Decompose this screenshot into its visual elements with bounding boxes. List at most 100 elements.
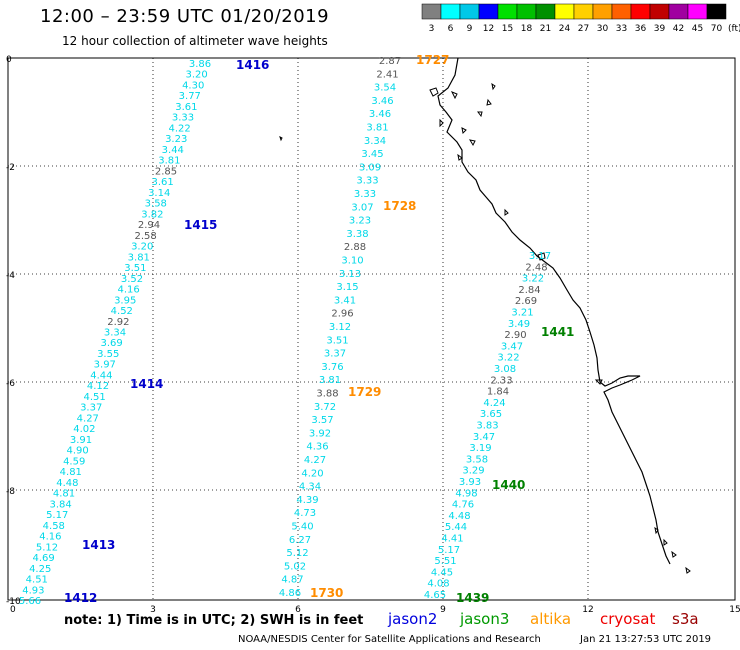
swh-value-label: 4.73 xyxy=(294,508,316,519)
credit-line: NOAA/NESDIS Center for Satellite Applica… xyxy=(238,634,541,645)
swh-value-label: 4.24 xyxy=(483,398,505,409)
swh-value-label: 3.93 xyxy=(459,477,481,488)
swh-value-label: 3.29 xyxy=(462,466,484,477)
legend-level-label: 15 xyxy=(502,24,513,34)
swh-value-label: 2.94 xyxy=(138,220,160,231)
swh-value-label: 3.41 xyxy=(334,295,356,306)
swh-value-label: 3.37 xyxy=(80,403,102,414)
swh-value-label: 3.81 xyxy=(128,252,150,263)
legend-level-label: 36 xyxy=(635,24,647,34)
swh-value-label: 3.37 xyxy=(324,349,346,360)
page-title: 12:00 – 23:59 UTC 01/20/2019 xyxy=(40,6,330,27)
legend-swatch xyxy=(668,3,689,20)
swh-value-label: 3.76 xyxy=(321,362,343,373)
y-tick-label: -6 xyxy=(6,379,15,389)
swh-value-label: 3.72 xyxy=(314,402,336,413)
legend-swatch xyxy=(687,3,708,20)
swh-value-label: 2.96 xyxy=(331,309,353,320)
legend-level-label: 6 xyxy=(448,24,454,34)
swh-value-label: 4.58 xyxy=(43,521,65,532)
swh-value-label: 5.17 xyxy=(46,510,68,521)
swh-value-label: 4.51 xyxy=(83,392,105,403)
swh-value-label: 2.84 xyxy=(518,285,540,296)
swh-value-label: 4.81 xyxy=(53,489,75,500)
swh-value-label: 3.34 xyxy=(104,328,126,339)
legend-swatch xyxy=(535,3,556,20)
legend-swatch xyxy=(649,3,670,20)
swh-value-label: 3.22 xyxy=(497,353,519,364)
swh-value-label: 4.02 xyxy=(73,424,95,435)
x-tick-label: 6 xyxy=(295,605,301,615)
legend-swatch xyxy=(592,3,613,20)
legend-level-label: 3 xyxy=(429,24,435,34)
x-tick-label: 12 xyxy=(582,605,593,615)
swh-value-label: 3.92 xyxy=(309,428,331,439)
swh-value-label: 3.21 xyxy=(511,308,533,319)
swh-value-label: 2.85 xyxy=(155,166,177,177)
swh-value-label: 3.97 xyxy=(94,360,116,371)
swh-value-label: 3.10 xyxy=(341,256,363,267)
swh-value-label: 4.44 xyxy=(90,371,112,382)
legend-level-label: 45 xyxy=(692,24,703,34)
legend-swatch xyxy=(459,3,480,20)
swh-value-label: 2.33 xyxy=(490,375,512,386)
swh-value-label: 4.51 xyxy=(26,575,48,586)
swh-value-label: 3.07 xyxy=(351,202,373,213)
swh-value-label: 4.87 xyxy=(281,575,303,586)
satellite-cryosat-label: cryosat xyxy=(600,610,656,628)
swh-value-label: 3.47 xyxy=(473,432,495,443)
satellite-jason3-label: jason3 xyxy=(460,610,510,628)
swh-value-label: 3.77 xyxy=(179,91,201,102)
legend-level-label: 42 xyxy=(673,24,684,34)
legend-level-label: 30 xyxy=(597,24,609,34)
swh-value-label: 3.81 xyxy=(158,156,180,167)
pass-number-label: 1441 xyxy=(541,325,574,339)
swh-value-label: 3.23 xyxy=(349,216,371,227)
swh-value-label: 4.25 xyxy=(29,564,51,575)
swh-value-label: 3.33 xyxy=(356,176,378,187)
swh-value-label: 5.12 xyxy=(36,542,58,553)
swh-value-label: 4.41 xyxy=(441,534,463,545)
pass-number-label: 1414 xyxy=(130,377,163,391)
jason2-west-track: 3.863.204.303.773.613.334.223.233.443.81… xyxy=(19,58,270,607)
swh-value-label: 3.82 xyxy=(141,209,163,220)
swh-value-label: 4.22 xyxy=(168,123,190,134)
satellite-altika-label: altika xyxy=(530,610,572,628)
swh-value-label: 4.39 xyxy=(296,495,318,506)
legend-swatch xyxy=(611,3,632,20)
swh-value-label: 3.33 xyxy=(172,113,194,124)
map-grid: 0 3 6 9 12 15 0 -2 -4 -6 -8 -10 xyxy=(6,55,740,615)
pass-number-label: 1729 xyxy=(348,385,381,399)
pass-number-label: 1415 xyxy=(184,218,217,232)
coastline-islands xyxy=(279,82,691,574)
swh-value-label: 3.20 xyxy=(131,242,153,253)
y-tick-label: -4 xyxy=(6,271,15,281)
swh-value-label: 3.54 xyxy=(374,83,396,94)
swh-value-label: 3.19 xyxy=(469,443,491,454)
pass-number-label: 1412 xyxy=(64,591,97,605)
swh-value-label: 3.52 xyxy=(121,274,143,285)
swh-value-label: 2.87 xyxy=(379,56,401,67)
swh-value-label: 4.16 xyxy=(39,532,61,543)
swh-value-label: 5.12 xyxy=(286,548,308,559)
swh-value-label: 4.27 xyxy=(304,455,326,466)
swh-value-label: 4.20 xyxy=(301,468,323,479)
x-tick-label: 3 xyxy=(150,605,156,615)
swh-value-label: 4.90 xyxy=(66,446,88,457)
swh-value-label: 3.91 xyxy=(70,435,92,446)
swh-value-label: 3.45 xyxy=(361,149,383,160)
swh-value-label: 2.88 xyxy=(344,242,366,253)
swh-value-label: 3.46 xyxy=(371,96,393,107)
legend-swatch xyxy=(421,3,442,20)
page-subtitle: 12 hour collection of altimeter wave hei… xyxy=(62,34,328,48)
altimeter-tracks: 3.863.204.303.773.613.334.223.233.443.81… xyxy=(19,53,575,607)
swh-value-label: 5.40 xyxy=(291,522,313,533)
legend-swatch xyxy=(478,3,499,20)
legend-level-label: 24 xyxy=(559,24,571,34)
pass-number-label: 1727 xyxy=(416,53,449,67)
swh-value-label: 3.49 xyxy=(508,319,530,330)
x-tick-label: 0 xyxy=(10,605,16,615)
swh-value-label: 3.58 xyxy=(145,199,167,210)
legend-swatch xyxy=(440,3,461,20)
swh-value-label: 4.34 xyxy=(299,482,321,493)
